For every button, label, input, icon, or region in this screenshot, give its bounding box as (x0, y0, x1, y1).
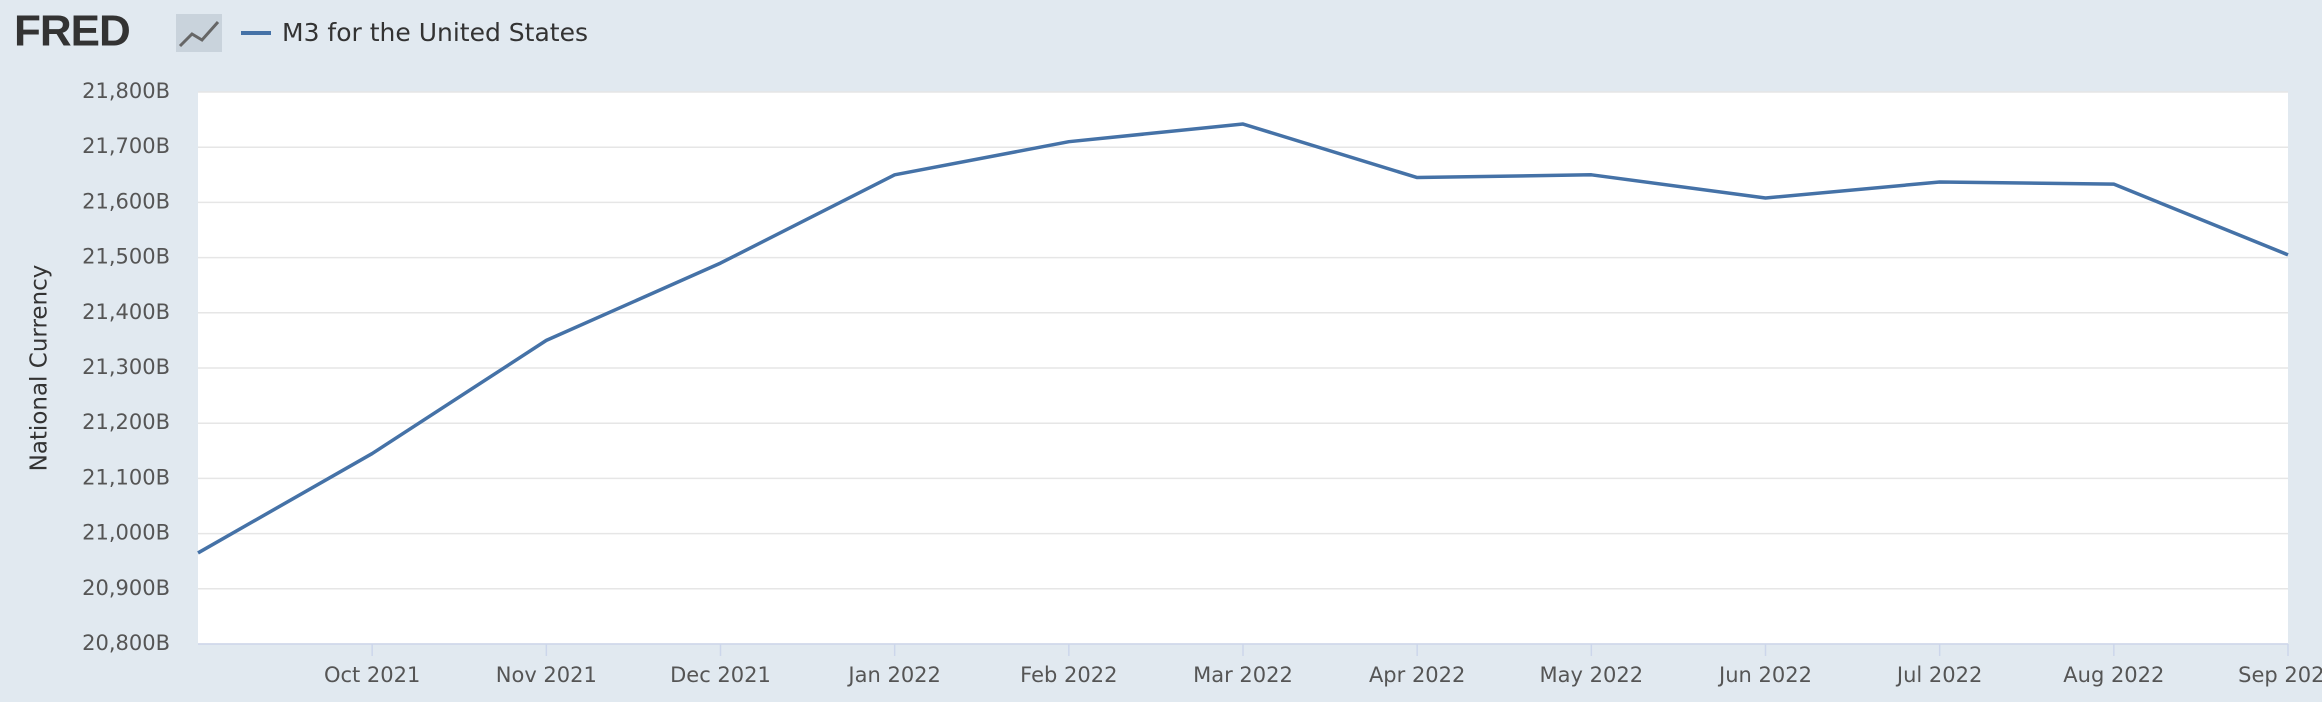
y-axis-label: National Currency (27, 265, 53, 472)
x-tick-label: May 2022 (1540, 663, 1644, 687)
y-tick-label: 21,700B (82, 134, 170, 158)
y-tick-label: 21,600B (82, 189, 170, 213)
line-series (197, 122, 2289, 555)
y-tick-label: 20,900B (82, 576, 170, 600)
y-tick-label: 21,100B (82, 465, 170, 489)
x-tick-label: Sep 2022 (2238, 663, 2322, 687)
y-tick-label: 21,400B (82, 300, 170, 324)
y-tick-label: 21,300B (82, 355, 170, 379)
x-tick-label: Apr 2022 (1369, 663, 1465, 687)
logo-icon (176, 14, 222, 52)
x-tick-label: Jan 2022 (846, 663, 941, 687)
legend-label: M3 for the United States (282, 18, 588, 47)
x-tick-label: Oct 2021 (324, 663, 420, 687)
x-tick-label: Jul 2022 (1895, 663, 1982, 687)
y-tick-label: 21,000B (82, 521, 170, 545)
y-tick-label: 21,800B (82, 79, 170, 103)
x-tick-label: Dec 2021 (670, 663, 771, 687)
y-tick-label: 21,200B (82, 410, 170, 434)
x-tick-label: Feb 2022 (1020, 663, 1117, 687)
x-tick-label: Mar 2022 (1193, 663, 1293, 687)
x-tick-label: Aug 2022 (2063, 663, 2164, 687)
x-tick-label: Nov 2021 (496, 663, 597, 687)
y-tick-label: 20,800B (82, 631, 170, 655)
y-tick-label: 21,500B (82, 245, 170, 269)
logo[interactable]: FRED (14, 7, 131, 56)
x-tick-label: Jun 2022 (1717, 663, 1812, 687)
